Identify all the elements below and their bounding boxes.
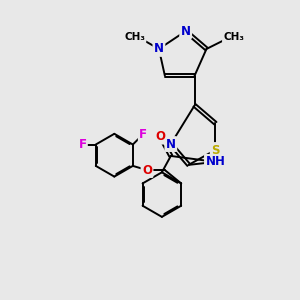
Text: N: N bbox=[166, 138, 176, 151]
Text: NH: NH bbox=[206, 155, 225, 168]
Text: N: N bbox=[181, 25, 191, 38]
Text: F: F bbox=[78, 138, 86, 151]
Text: CH₃: CH₃ bbox=[124, 32, 145, 42]
Text: N: N bbox=[154, 42, 164, 56]
Text: F: F bbox=[139, 128, 147, 141]
Text: O: O bbox=[142, 164, 152, 177]
Text: CH₃: CH₃ bbox=[223, 32, 244, 42]
Text: S: S bbox=[211, 143, 220, 157]
Text: O: O bbox=[155, 130, 165, 143]
